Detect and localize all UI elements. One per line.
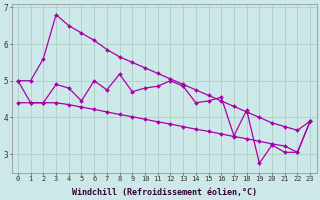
X-axis label: Windchill (Refroidissement éolien,°C): Windchill (Refroidissement éolien,°C) — [72, 188, 257, 197]
